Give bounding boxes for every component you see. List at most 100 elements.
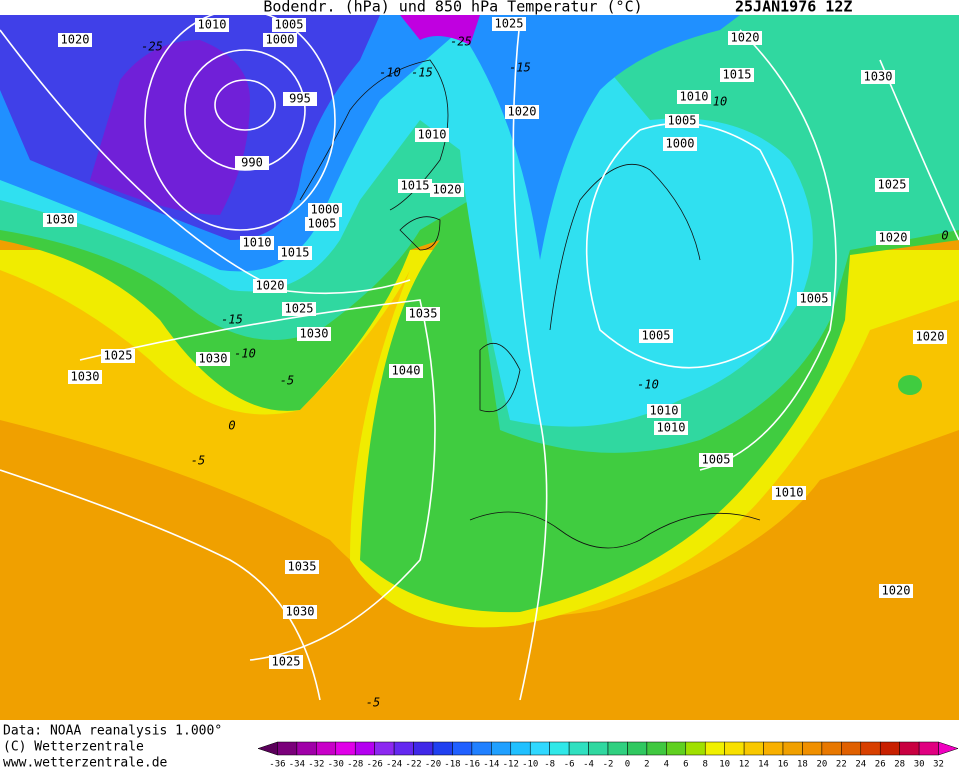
color-bar-swatch [277,741,298,756]
color-bar-swatch [763,741,784,756]
isobar-label: 1005 [668,114,697,128]
color-bar-swatch [413,741,434,756]
color-bar-label: 4 [664,760,669,770]
isobar-label: 1020 [879,231,908,245]
isobar-label-box [253,279,287,293]
color-bar-label: -30 [328,760,344,770]
temperature-label: -15 [411,66,433,80]
isobar-label-box [398,179,432,193]
color-bar-swatch [588,741,609,756]
color-bar-label: 26 [875,760,886,770]
isobar-label-box [720,68,754,82]
color-bar-label: 10 [719,760,730,770]
isobar-label-box [772,486,806,500]
color-bar-label: -12 [503,760,519,770]
color-bar-label: 12 [739,760,750,770]
color-bar-label: 32 [933,760,944,770]
isobar-label: 1020 [61,33,90,47]
color-bar-label: 0 [625,760,630,770]
isobar-label-box [278,246,312,260]
isobar-label: 1025 [285,302,314,316]
isobar-label: 990 [241,156,263,170]
isobar-label: 1020 [256,279,285,293]
color-bar-arrow [938,741,959,756]
isobar-label: 1025 [878,178,907,192]
isobar-label: 1015 [281,246,310,260]
isobar-label: 995 [289,92,311,106]
isobar-label-box [699,453,733,467]
color-bar-swatch [724,741,745,756]
isobar-label: 1010 [775,486,804,500]
color-bar-label: -24 [386,760,402,770]
temperature-field [0,15,959,720]
isobar-label: 1030 [864,70,893,84]
color-bar-swatch [471,741,492,756]
color-bar-label: 16 [778,760,789,770]
website: www.wetterzentrale.de [3,756,168,770]
color-bar-swatch [879,741,900,756]
temperature-label: -10 [379,66,401,80]
isobar-label: 1030 [71,370,100,384]
color-bar-swatch [821,741,842,756]
isobar-label-box [43,213,77,227]
color-bar-swatch [704,741,725,756]
isobar-label-box [728,31,762,45]
isobar-label-box [492,17,526,31]
color-bar-swatch [529,741,550,756]
isobar-label-box [415,128,449,142]
isobar-label-box [269,655,303,669]
color-bar-label: 8 [703,760,708,770]
color-bar-swatch [316,741,337,756]
color-bar-label: 14 [758,760,769,770]
color-bar-label: -4 [583,760,594,770]
isobar-label-box [665,114,699,128]
isobar-label-box [406,307,440,321]
color-bar-label: -28 [347,760,363,770]
color-bar-label: -2 [603,760,614,770]
color-bar: -36 -34 -32 -30 -28 -26 -24 -22 -20 -18 -16 -14 -12-… [257,741,959,770]
isobar-label-box [68,370,102,384]
data-source: Data: NOAA reanalysis 1.000° [3,724,222,739]
color-bar-swatch [743,741,764,756]
temperature-label: 0 [941,229,948,243]
map-date: 25JAN1976 12Z [735,0,852,16]
isobar-label-box [196,352,230,366]
isobar-label: 1015 [723,68,752,82]
color-bar-label: 20 [816,760,827,770]
isobar-label-box [285,560,319,574]
color-bar-swatch [452,741,473,756]
color-bar-label: 18 [797,760,808,770]
isobar-label-box [235,156,269,170]
isobar-label: 1010 [198,18,227,32]
isobar-label-box [240,236,274,250]
color-bar-swatch [860,741,881,756]
isobar-label-box [879,584,913,598]
isobar-label-box [282,302,316,316]
isobar-label-box [663,137,697,151]
color-bar-swatch [918,741,939,756]
isobar-label: 1020 [433,183,462,197]
isobar-label-box [297,327,331,341]
isobar-label: 1030 [286,605,315,619]
color-bar-arrow [257,741,278,756]
temperature-label: -5 [280,374,294,388]
color-bar-label: 6 [683,760,688,770]
isobar-label: 1030 [300,327,329,341]
temperature-label: -25 [141,40,163,54]
isobar-label-box [876,231,910,245]
isobar-label: 1010 [680,90,709,104]
isobar-label-box [283,92,317,106]
isobar-label: 1025 [495,17,524,31]
color-bar-swatch [607,741,628,756]
color-bar-swatch [549,741,570,756]
isobar-label-box [308,203,342,217]
color-bar-swatch [627,741,648,756]
isobar-label-box [389,364,423,378]
isobar-label: 1020 [731,31,760,45]
isobar-label: 1030 [199,352,228,366]
color-bar-label: -22 [405,760,421,770]
color-bar-swatch [354,741,375,756]
color-bar-swatch [393,741,414,756]
